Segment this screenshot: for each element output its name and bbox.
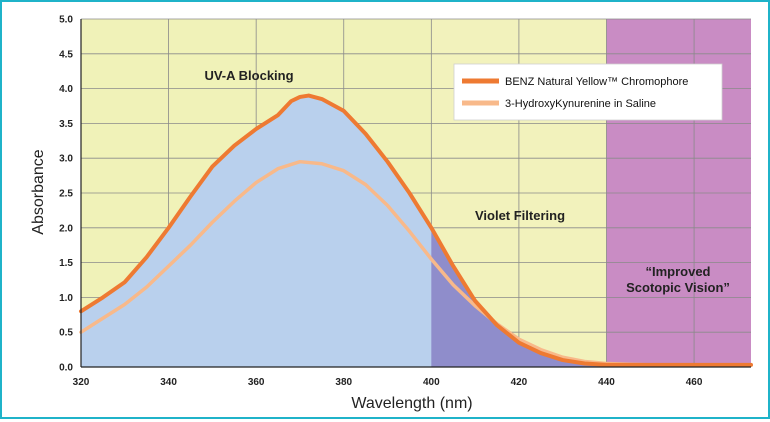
y-tick-label-6: 3.0: [59, 154, 73, 165]
y-tick-label-0: 0.0: [59, 363, 73, 374]
y-tick-label-3: 1.5: [59, 258, 73, 269]
x-tick-label-5: 420: [511, 377, 528, 388]
region-label-uva: UV-A Blocking: [204, 68, 293, 83]
y-tick-label-8: 4.0: [59, 84, 73, 95]
region-label-scotopic-0: “Improved: [645, 264, 710, 279]
x-tick-label-1: 340: [160, 377, 177, 388]
legend: BENZ Natural Yellow™ Chromophore 3-Hydro…: [454, 64, 722, 120]
y-tick-label-10: 5.0: [59, 15, 73, 26]
y-tick-label-9: 4.5: [59, 49, 73, 60]
x-axis-title: Wavelength (nm): [351, 395, 472, 412]
legend-label-3hk: 3-HydroxyKynurenine in Saline: [505, 98, 656, 110]
y-tick-label-5: 2.5: [59, 189, 73, 200]
legend-box: [454, 64, 722, 120]
y-tick-label-1: 0.5: [59, 328, 73, 339]
x-tick-label-0: 320: [73, 377, 90, 388]
region-label-scotopic-1: Scotopic Vision”: [626, 280, 730, 295]
x-tick-label-2: 360: [248, 377, 265, 388]
x-tick-label-7: 460: [686, 377, 703, 388]
legend-label-benz: BENZ Natural Yellow™ Chromophore: [505, 76, 688, 88]
region-label-violet: Violet Filtering: [475, 208, 565, 223]
y-tick-label-4: 2.0: [59, 223, 73, 234]
x-tick-label-6: 440: [598, 377, 615, 388]
y-tick-label-2: 1.0: [59, 293, 73, 304]
x-tick-label-3: 380: [335, 377, 352, 388]
x-tick-label-4: 400: [423, 377, 440, 388]
absorbance-chart: 0.0 0.5 1.0 1.5 2.0 2.5 3.0 3.5 4.0 4.5 5.0 320 340 3…: [2, 2, 768, 417]
y-axis-title: Absorbance: [30, 149, 47, 234]
y-tick-label-7: 3.5: [59, 119, 73, 130]
